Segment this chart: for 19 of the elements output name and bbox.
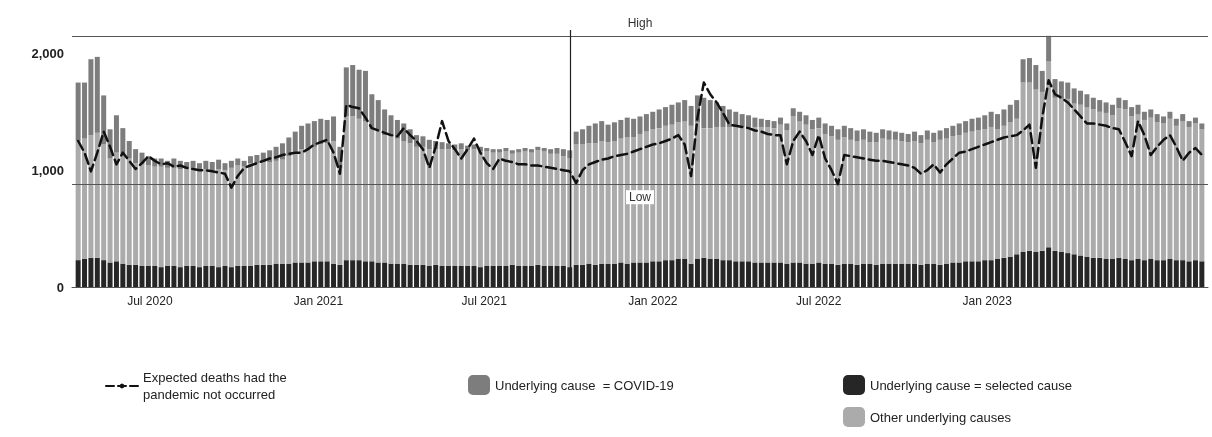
bar bbox=[1039, 70, 1045, 92]
y-tick-label: 2,000 bbox=[31, 45, 64, 61]
x-tick-label: Jul 2021 bbox=[461, 294, 508, 308]
bar bbox=[1199, 123, 1205, 130]
line-series bbox=[76, 78, 1204, 189]
y-tick-label: 0 bbox=[56, 279, 64, 295]
y-tick-label: 1,000 bbox=[31, 162, 64, 178]
legend-label: Expected deaths had the pandemic not occurred bbox=[143, 370, 291, 402]
x-tick-label: Jan 2021 bbox=[293, 294, 344, 308]
legend-label: Underlying cause = COVID-19 bbox=[495, 377, 674, 393]
legend-label: Other underlying causes bbox=[870, 409, 1012, 425]
x-tick-label: Jan 2023 bbox=[962, 294, 1013, 308]
x-tick-label: Jul 2020 bbox=[127, 294, 173, 308]
ref-line-label: Low bbox=[628, 190, 652, 205]
legend-label: Underlying cause = selected cause bbox=[870, 377, 1072, 393]
x-tick-label: Jan 2022 bbox=[628, 294, 678, 308]
x-tick-label: Jul 2022 bbox=[795, 294, 842, 308]
ref-line-label: High bbox=[627, 15, 653, 30]
bar bbox=[1046, 35, 1052, 62]
